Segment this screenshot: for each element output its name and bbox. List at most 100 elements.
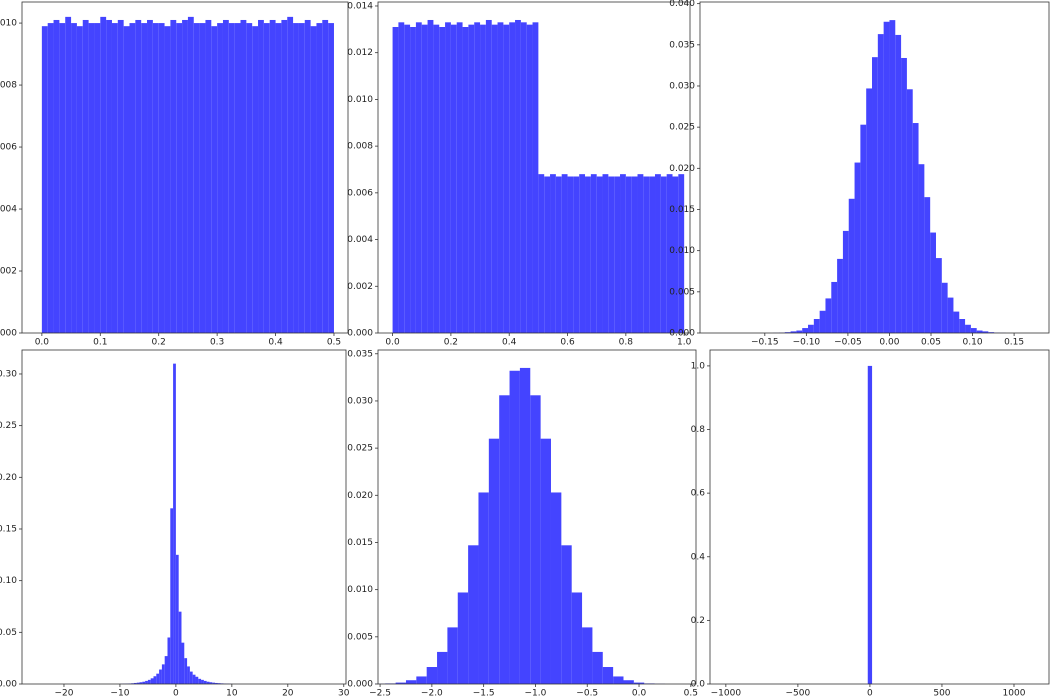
bar [209, 682, 213, 684]
bar [585, 176, 591, 333]
y-tick-label: 0.040 [669, 0, 695, 9]
bar [672, 176, 679, 333]
x-tick-label: 10 [226, 689, 238, 699]
bar [139, 682, 143, 684]
bar [193, 23, 200, 334]
bar [889, 20, 896, 333]
bar [192, 674, 196, 684]
bar [877, 34, 884, 333]
bar [550, 492, 562, 684]
x-tick-label: −1000 [711, 689, 742, 699]
bar [298, 23, 305, 334]
bar [796, 330, 803, 333]
bar [59, 23, 66, 334]
bar [831, 281, 838, 333]
bar [485, 19, 492, 333]
x-tick-label: 0.05 [921, 338, 941, 348]
bar [182, 19, 188, 334]
bar [398, 22, 405, 334]
bar [258, 19, 264, 334]
bar [129, 23, 136, 334]
bar [590, 174, 597, 333]
axes-frame [699, 1, 1050, 334]
bar [802, 328, 809, 333]
bar [405, 680, 417, 684]
y-tick-label: 0.000 [347, 329, 373, 339]
bar [520, 22, 527, 334]
bar [947, 297, 954, 333]
bar [643, 176, 650, 333]
x-tick-label: 0.5 [684, 689, 698, 699]
x-tick-label: 0.2 [444, 338, 458, 348]
x-tick-label: 0.3 [210, 338, 224, 348]
bar [211, 26, 218, 333]
bar [613, 676, 624, 684]
bar [982, 331, 989, 333]
bar [111, 23, 118, 334]
bar [970, 328, 977, 333]
bar [509, 370, 520, 684]
bar [895, 34, 902, 333]
bar [567, 176, 574, 333]
y-tick-label: 0.030 [669, 81, 695, 91]
bar [404, 24, 411, 333]
bar [509, 22, 516, 334]
x-tick-label: 0.4 [268, 338, 283, 348]
bar [153, 676, 157, 684]
y-tick-label: 0.010 [347, 95, 373, 105]
x-tick-label: −0.05 [834, 338, 862, 348]
bar [141, 23, 148, 334]
x-tick-label: −1.5 [473, 689, 495, 699]
bar [488, 438, 500, 684]
bar [906, 89, 913, 333]
y-tick-label: 0.002 [0, 267, 17, 277]
bar [123, 26, 130, 333]
y-tick-label: 0.10 [0, 576, 17, 586]
bar [837, 258, 843, 333]
bar [571, 592, 583, 684]
bar [649, 176, 656, 333]
y-tick-label: 0.014 [347, 1, 373, 11]
axes-frame [377, 1, 691, 334]
bar [217, 23, 223, 334]
x-tick-label: 0.8 [619, 338, 634, 348]
x-tick-label: 20 [282, 689, 294, 699]
bar [205, 19, 212, 334]
x-tick-label: 0 [173, 689, 179, 699]
bar [532, 22, 539, 334]
y-tick-label: 0.008 [347, 142, 373, 152]
bar [456, 22, 463, 334]
bar [447, 627, 458, 684]
bar [173, 363, 176, 684]
bar [819, 310, 826, 333]
bar [181, 642, 185, 684]
bar [269, 19, 276, 334]
bar [198, 678, 202, 684]
bar [187, 16, 194, 333]
y-tick-label: 0.15 [0, 524, 17, 534]
bar [439, 26, 446, 333]
bar [550, 174, 556, 333]
bar [252, 26, 259, 333]
bar [135, 19, 142, 334]
y-tick-label: 0.000 [669, 329, 695, 339]
bar [293, 23, 299, 334]
x-tick-label: 0 [867, 689, 873, 699]
bar [655, 174, 661, 333]
bar [462, 26, 469, 333]
bar [540, 438, 551, 684]
bar [790, 331, 797, 333]
y-tick-label: 0.035 [669, 40, 695, 50]
bar [468, 24, 475, 333]
y-tick-label: 0.00 [0, 680, 17, 690]
y-tick-label: 1.0 [691, 361, 706, 371]
bar [158, 23, 165, 334]
x-tick-label: 0.15 [1004, 338, 1024, 348]
y-tick-label: 0.025 [669, 123, 695, 133]
bar [246, 23, 253, 334]
bar [867, 365, 873, 684]
bar [147, 679, 151, 684]
bar [953, 311, 960, 333]
bar [491, 24, 498, 333]
